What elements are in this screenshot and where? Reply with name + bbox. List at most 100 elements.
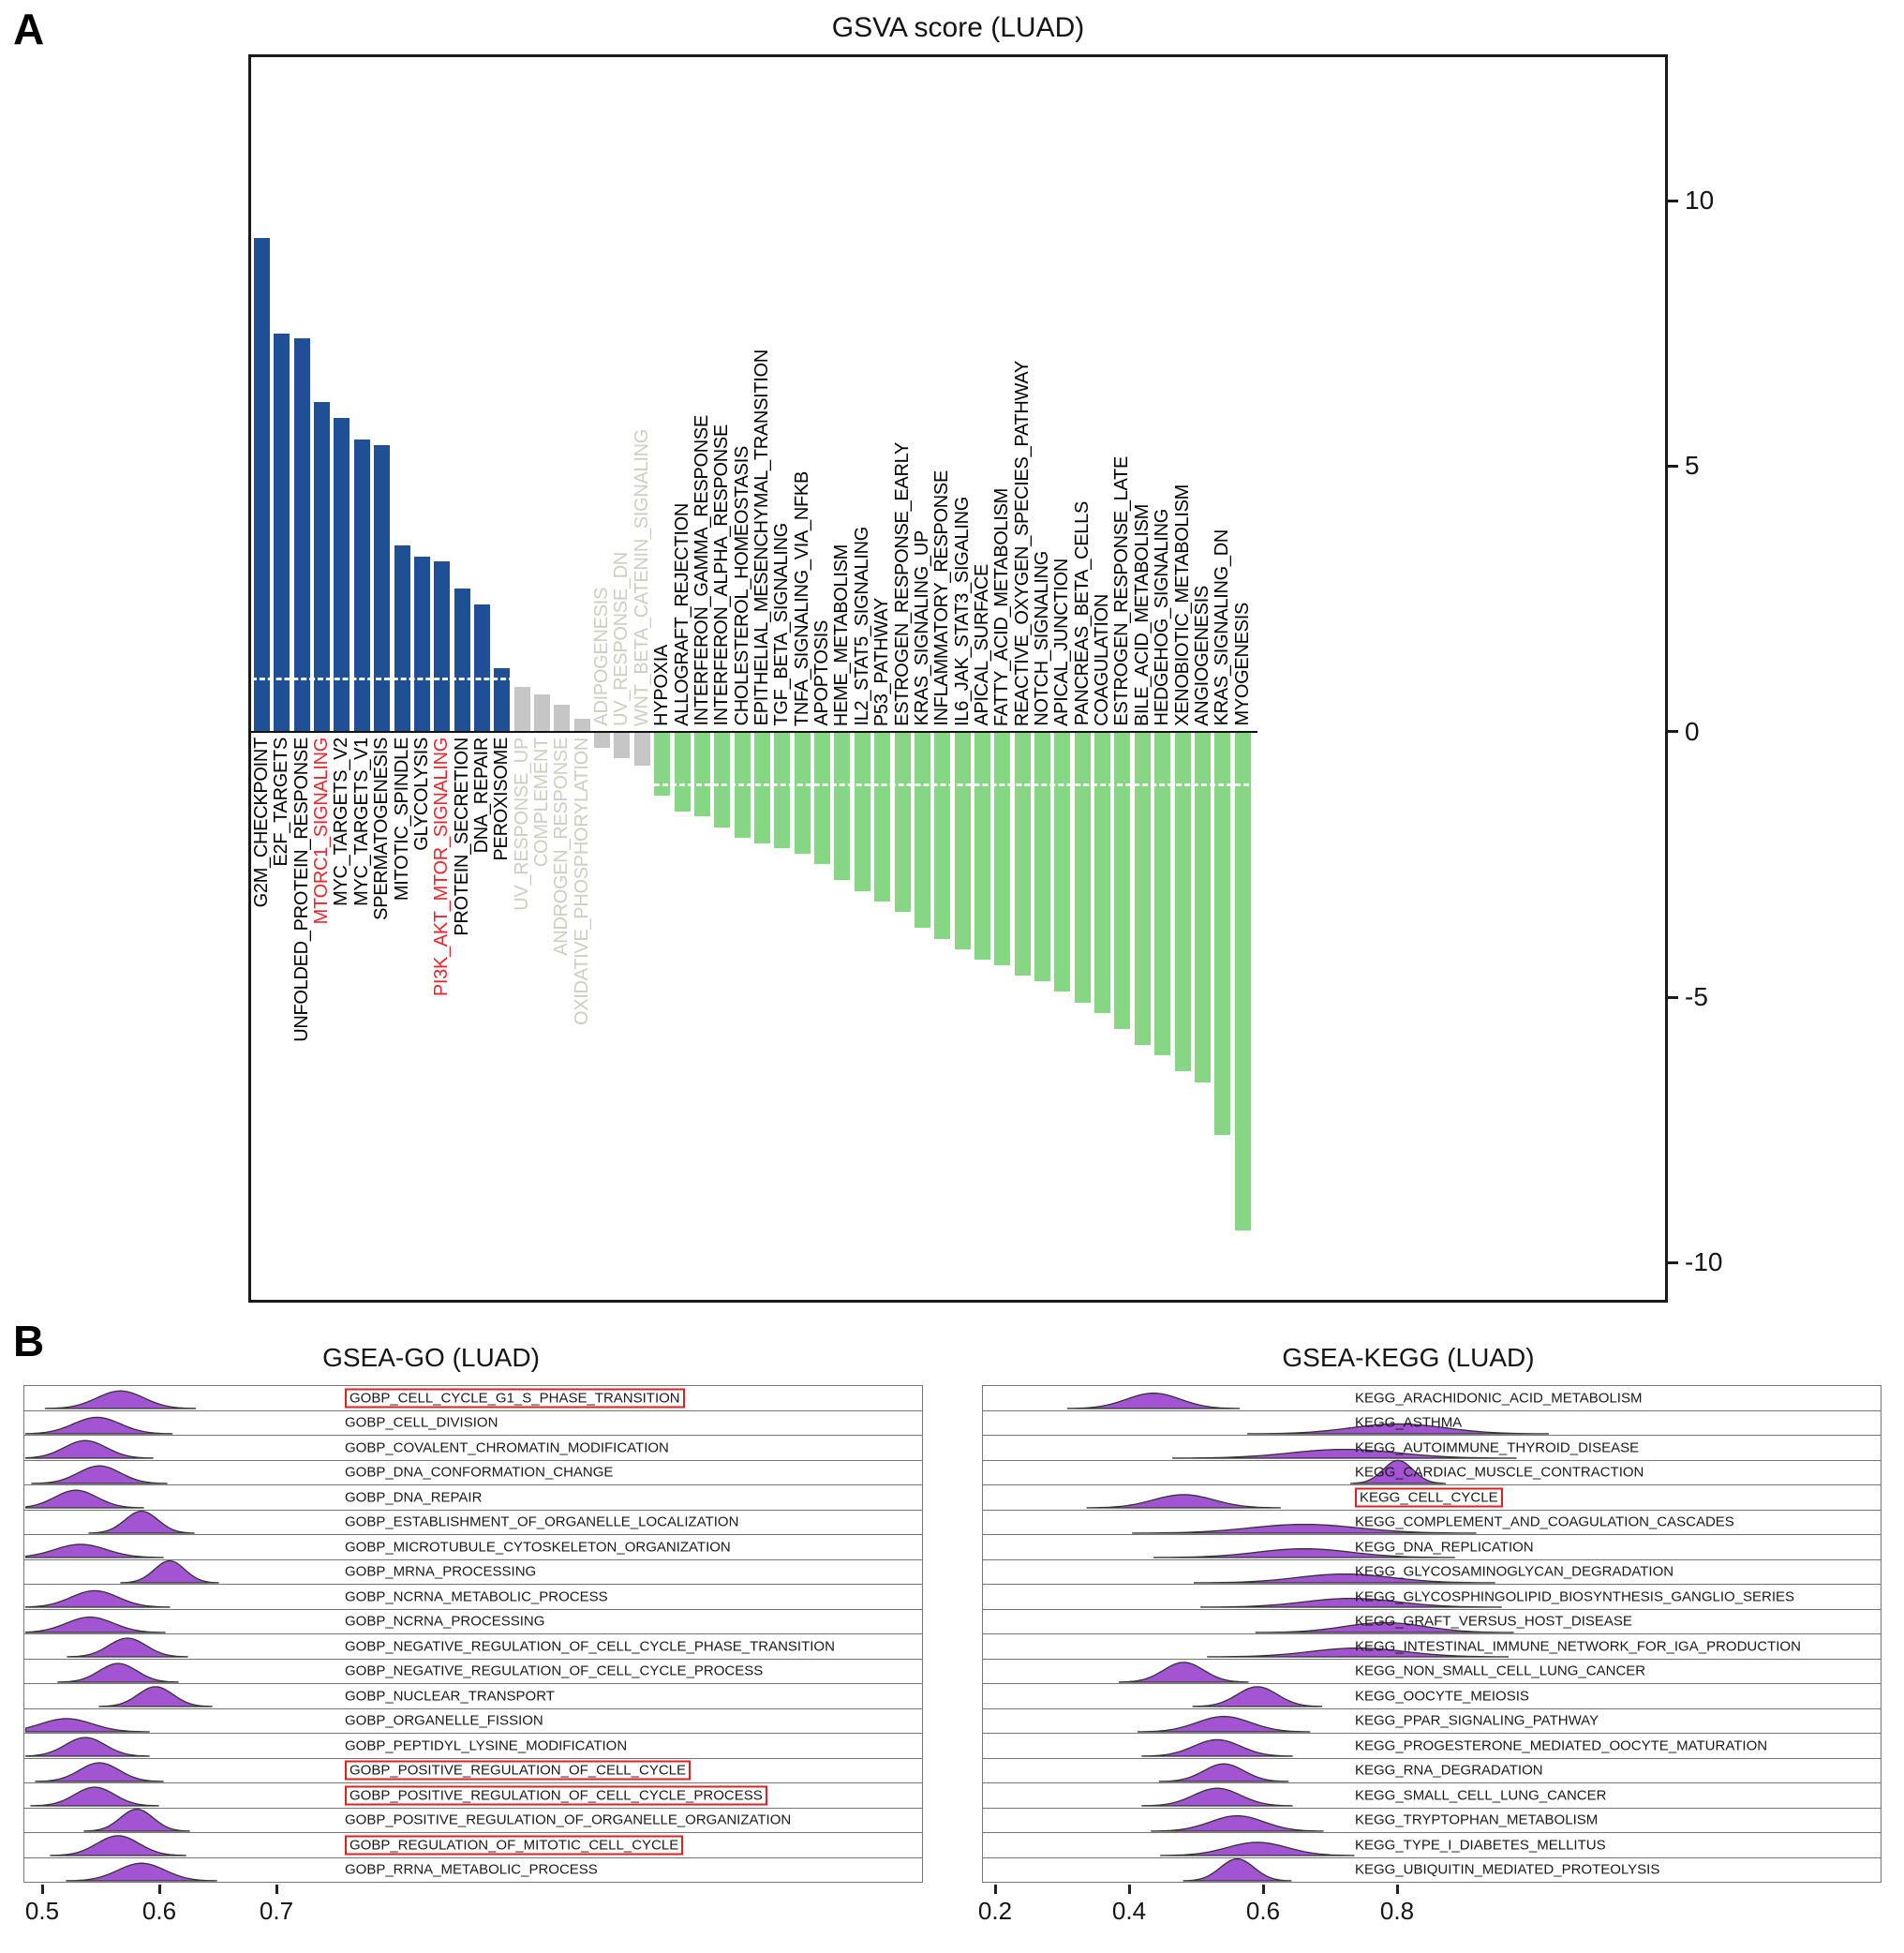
gsva-threshold-line [654,783,1257,786]
gsva-bar-label: TNFA_SIGNALING_VIA_NFKB [791,470,812,726]
gsva-bar [554,705,571,732]
gsva-bar-label: BILE_ACID_METABOLISM [1131,503,1153,726]
ridge-row-label: KEGG_OOCYTE_MEIOSIS [1355,1688,1529,1705]
gsva-bar [874,731,891,902]
gsva-bar-label: APOPTOSIS [811,620,833,726]
gsva-bar-label: EPITHELIAL_MESENCHYMAL_TRANSITION [751,350,772,726]
gsva-title: GSVA score (LUAD) [831,12,1085,43]
ridge-row-label: GOBP_DNA_REPAIR [345,1489,483,1506]
gsva-bar-label: MYOGENESIS [1231,603,1253,726]
gsva-bar-label: XENOBIOTIC_METABOLISM [1171,484,1193,726]
ridge-row-label: GOBP_COVALENT_CHROMATIN_MODIFICATION [345,1439,669,1456]
ridge-row-label: GOBP_MICROTUBULE_CYTOSKELETON_ORGANIZATI… [345,1539,731,1556]
ridge-row-label: KEGG_ASTHMA [1355,1414,1463,1431]
ridge-row-label: KEGG_UBIQUITIN_MEDIATED_PROTEOLYSIS [1355,1861,1660,1878]
gsva-bar-label: P53_PATHWAY [871,597,893,726]
gsva-bar [854,731,870,891]
gsva-bar-label: MITOTIC_SPINDLE [391,737,412,901]
gsva-bar [573,718,590,732]
gsva-bar [1114,731,1131,1029]
gsva-bar [1214,731,1231,1136]
ridge-row-label: KEGG_TYPE_I_DIABETES_MELLITUS [1355,1837,1606,1854]
ridge-row-label: KEGG_GLYCOSAMINOGLYCAN_DEGRADATION [1355,1563,1674,1580]
gsva-bar [394,545,410,732]
density-curve [1153,1547,1455,1558]
gsva-bar [1154,731,1171,1056]
gsva-bar [1134,731,1151,1045]
density-curve [1132,1523,1477,1534]
gsva-bar [774,731,791,849]
ridge-x-tick-mark [1396,1885,1399,1894]
ridge-row: KEGG_ARACHIDONIC_ACID_METABOLISM [982,1385,1882,1411]
gsva-bar [1174,731,1191,1072]
gsva-bar-label: UV_RESPONSE_DN [611,551,632,726]
gsva-bar-label: WNT_BETA_CATENIN_SIGNALING [631,428,652,726]
gsva-zero-axis [251,730,1257,733]
gsva-bar-label: MTORC1_SIGNALING [311,737,333,924]
ridge-x-tick-mark [1262,1885,1265,1894]
density-curve [1255,1621,1514,1633]
ridge-row: KEGG_UBIQUITIN_MEDIATED_PROTEOLYSIS [982,1856,1882,1883]
density-curve [1141,1738,1293,1757]
gsva-bar-label: INTERFERON_GAMMA_RESPONSE [691,415,712,726]
gsva-bar-label: UNFOLDED_PROTEIN_RESPONSE [290,737,312,1042]
gsva-bar [314,402,331,732]
ridge-row-label: KEGG_CELL_CYCLE [1355,1487,1503,1508]
ridge-row-label: GOBP_NEGATIVE_REGULATION_OF_CELL_CYCLE_P… [345,1638,835,1655]
gsva-y-tick-label: -5 [1685,982,1708,1011]
gsva-bar-label: REACTIVE_OXYGEN_SPECIES_PATHWAY [1011,360,1033,726]
gsva-bar-label: FATTY_ACID_METABOLISM [991,487,1013,726]
gsva-bar-label: GLYCOLYSIS [410,737,432,851]
ridge-row-label: GOBP_NEGATIVE_REGULATION_OF_CELL_CYCLE_P… [345,1662,764,1679]
density-curve [24,1416,173,1435]
gsva-bar-label: OXIDATIVE_PHOSPHORYLATION [571,737,592,1025]
panel-a-label: A [13,5,45,53]
gsva-bar-label: G2M_CHECKPOINT [251,737,272,908]
ridge-row-label: GOBP_CELL_DIVISION [345,1414,498,1431]
gsva-bar-label: INFLAMMATORY_RESPONSE [931,470,953,726]
gsva-threshold-line [251,677,514,680]
gsva-bar-label: ESTROGEN_RESPONSE_LATE [1111,456,1133,726]
gsva-bar-label: MYC_TARGETS_V2 [331,737,352,906]
density-curve [1086,1494,1281,1509]
ridge-x-tick-mark [1128,1885,1131,1894]
ridge-row-label: GOBP_DNA_CONFORMATION_CHANGE [345,1464,614,1481]
ridge-row-label: GOBP_NCRNA_PROCESSING [345,1613,545,1630]
ridge-x-tick-label: 0.6 [1245,1897,1281,1925]
gsva-bar [754,731,770,843]
gsva-bar [1094,731,1111,1013]
gsva-plot-area: G2M_CHECKPOINT E2F_TARGETS UNFOLDED_PROTEI… [248,54,1668,1303]
density-curve [24,1439,154,1459]
gsva-bar [633,731,650,767]
ridge-row-label: KEGG_AUTOIMMUNE_THYROID_DISEASE [1355,1439,1640,1456]
density-curve [88,1510,195,1534]
density-curve [1066,1392,1241,1409]
gsva-bar-label: APICAL_JUNCTION [1051,558,1073,726]
ridge-row: GOBP_RRNA_METABOLIC_PROCESS [23,1856,923,1883]
gsva-bar [1034,731,1051,981]
gsva-y-tick-mark [1668,730,1678,734]
ridge-row-label: GOBP_MRNA_PROCESSING [345,1563,537,1580]
gsva-bar [674,731,691,812]
density-curve [44,1390,197,1409]
density-curve [50,1835,186,1856]
density-curve [1350,1459,1446,1484]
gsva-bar-label: DNA_REPAIR [470,737,492,853]
ridge-x-tick-mark [275,1885,278,1894]
gsva-bar [413,556,430,732]
density-curve [120,1559,219,1584]
density-curve [57,1662,179,1683]
gsva-y-tick-label: 5 [1685,451,1700,481]
ridge-row-label: KEGG_DNA_REPLICATION [1355,1539,1534,1556]
gsva-bar [693,731,710,817]
ridge-row-label: GOBP_ESTABLISHMENT_OF_ORGANELLE_LOCALIZA… [345,1513,739,1530]
ridge-x-tick-label: 0.6 [141,1897,177,1925]
gsva-bar [274,333,290,732]
gsva-bar-label: NOTCH_SIGNALING [1032,551,1053,726]
ridge-row-label: KEGG_TRYPTOPHAN_METABOLISM [1355,1811,1599,1828]
density-curve [66,1862,217,1882]
gsva-bar-label: IL2_STAT5_SIGNALING [851,527,872,726]
ridge-row: KEGG_GLYCOSAMINOGLYCAN_DEGRADATION [982,1558,1882,1585]
gsva-bar [513,686,530,732]
gsva-bar-label: PANCREAS_BETA_CELLS [1071,501,1093,726]
